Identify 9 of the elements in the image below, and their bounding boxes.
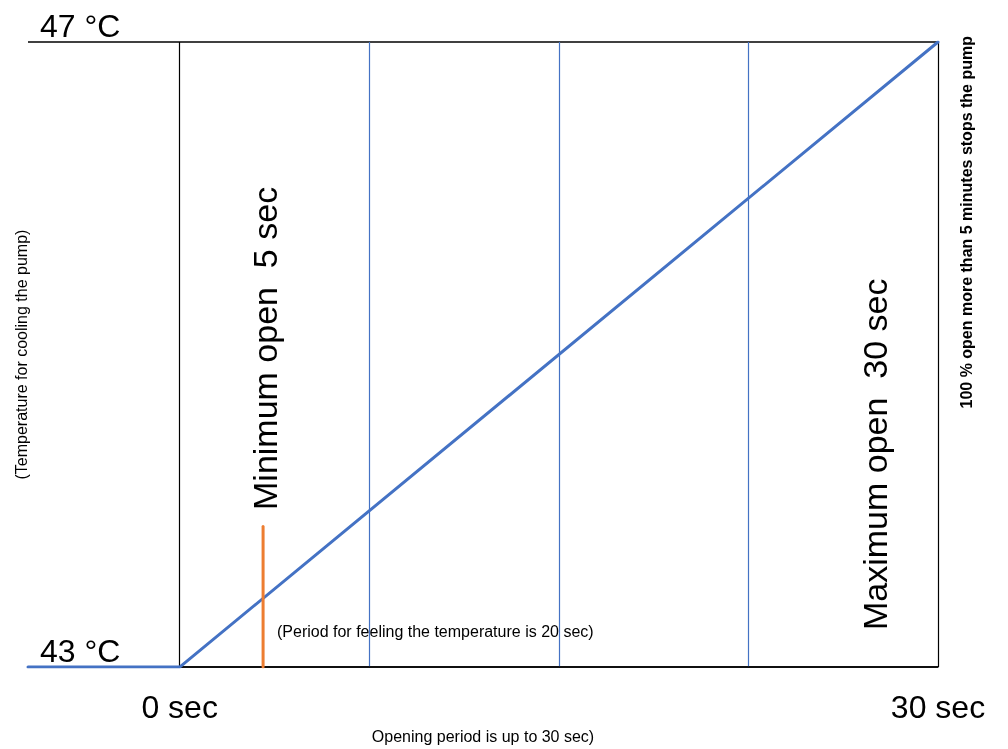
annotation: Minimum open 5 sec <box>246 186 284 510</box>
x-tick-label: 30 sec <box>890 689 986 726</box>
x-tick-label: 0 sec <box>141 689 218 726</box>
y-tick-label: 47 °C <box>40 8 121 44</box>
y-tick-label: 43 °C <box>40 633 121 670</box>
x-axis-title: Opening period is up to 30 sec) <box>371 727 595 745</box>
annotation: Maximum open 30 sec <box>856 278 894 630</box>
y2-axis-title: 100 % open more than 5 minutes stops the pump <box>957 35 975 409</box>
y-axis-title: (Temperature for cooling the pump) <box>12 229 30 480</box>
